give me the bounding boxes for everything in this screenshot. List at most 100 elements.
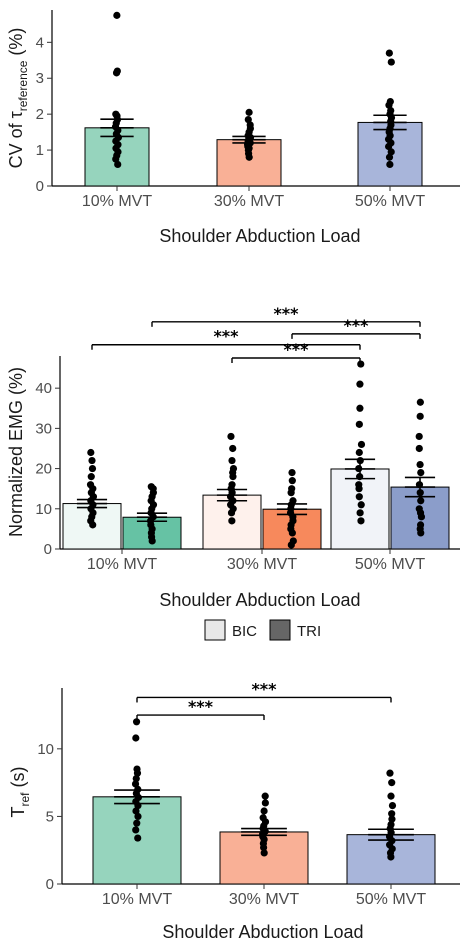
data-point	[357, 501, 365, 509]
data-point	[415, 505, 423, 513]
y-tick-label: 0	[44, 541, 52, 558]
data-point	[386, 97, 394, 106]
x-tick-label: 30% MVT	[227, 556, 297, 573]
significance-label: ***	[283, 340, 309, 359]
data-point	[356, 404, 364, 412]
data-point	[133, 819, 141, 827]
data-point	[356, 509, 364, 517]
data-point	[416, 460, 424, 469]
data-point	[113, 67, 121, 75]
data-point	[416, 412, 424, 420]
data-point	[147, 483, 155, 491]
x-tick-label: 30% MVT	[214, 193, 284, 210]
significance-label: ***	[273, 304, 299, 323]
y-axis-title: CV of τreference (%)	[6, 28, 30, 169]
data-point	[132, 826, 140, 834]
data-point	[229, 464, 238, 473]
data-point	[415, 444, 423, 453]
y-tick-label: 10	[37, 741, 54, 758]
data-point	[288, 469, 296, 477]
significance-label: ***	[251, 679, 277, 698]
data-point	[355, 493, 363, 501]
data-point	[357, 360, 365, 368]
x-axis-title: Shoulder Abduction Load	[159, 590, 360, 610]
data-point	[88, 464, 97, 473]
data-point	[87, 473, 95, 481]
data-point	[112, 110, 120, 118]
data-point	[355, 448, 363, 457]
y-axis-title: Tref (s)	[8, 766, 32, 817]
data-point	[131, 780, 140, 788]
data-point	[113, 11, 121, 19]
data-point	[388, 815, 396, 823]
data-point	[289, 537, 297, 545]
y-tick-label: 30	[35, 420, 52, 437]
data-point	[387, 820, 395, 829]
data-point	[227, 432, 235, 441]
data-point	[228, 481, 236, 489]
data-point	[387, 148, 395, 156]
data-point	[289, 497, 297, 505]
data-point	[386, 160, 394, 169]
x-axis-title: Shoulder Abduction Load	[162, 922, 363, 942]
data-point	[132, 734, 140, 742]
data-point	[357, 517, 365, 525]
data-point	[356, 380, 364, 388]
x-tick-label: 10% MVT	[102, 891, 172, 908]
y-tick-label: 40	[35, 380, 52, 397]
x-tick-label: 50% MVT	[356, 891, 426, 908]
data-point	[132, 718, 141, 726]
x-tick-label: 10% MVT	[82, 193, 152, 210]
data-point	[416, 398, 424, 406]
panel-t-ref: 0 5 10 10% MVT 30% MVT 50% MVT *** *** Shoulder …	[8, 679, 460, 942]
y-tick-label: 2	[36, 106, 44, 123]
data-point	[387, 792, 395, 800]
data-point	[229, 444, 237, 453]
y-tick-label: 5	[46, 808, 54, 825]
data-point	[244, 115, 252, 124]
data-point	[87, 448, 95, 457]
data-point	[261, 799, 269, 807]
y-tick-label: 0	[46, 876, 54, 893]
data-point	[259, 814, 267, 822]
data-point	[417, 497, 425, 505]
data-point	[228, 456, 236, 465]
data-point	[288, 485, 296, 493]
data-point	[416, 521, 425, 529]
bar	[330, 468, 390, 550]
data-point	[88, 456, 96, 465]
legend-swatch	[269, 619, 291, 641]
y-tick-label: 20	[35, 461, 52, 478]
legend-swatch	[204, 619, 226, 641]
x-tick-label: 50% MVT	[355, 556, 425, 573]
x-tick-label: 10% MVT	[87, 556, 157, 573]
data-point	[388, 802, 397, 810]
significance-label: ***	[343, 316, 369, 335]
data-point	[385, 49, 393, 57]
data-point	[260, 807, 268, 815]
y-axis-title: Normalized EMG (%)	[6, 367, 26, 537]
data-point	[388, 810, 396, 818]
significance-label: ***	[213, 327, 239, 346]
legend-label: BIC	[232, 623, 257, 640]
y-tick-label: 0	[36, 178, 44, 195]
data-point	[288, 477, 296, 485]
x-axis-title: Shoulder Abduction Load	[159, 226, 360, 246]
data-point	[355, 481, 363, 489]
panel-cv-tau-reference: 0 1 2 3 4 10% MVT 30% MVT 50% MVT Shoulder Abduc…	[6, 10, 460, 246]
data-point	[417, 469, 425, 477]
x-tick-label: 30% MVT	[229, 891, 299, 908]
panel-normalized-emg: 0 10 20 30 40 10% MVT 30% MVT 50% MVT *** *** *** *…	[6, 304, 460, 641]
data-point	[86, 481, 95, 489]
data-point	[387, 58, 395, 66]
data-point	[132, 807, 140, 815]
y-tick-label: 3	[36, 70, 44, 87]
legend: BIC TRI	[204, 619, 321, 641]
y-tick-label: 1	[36, 142, 44, 159]
data-point	[133, 765, 141, 773]
data-point	[228, 517, 236, 525]
data-point	[260, 849, 268, 857]
data-point	[386, 769, 394, 777]
x-tick-label: 50% MVT	[355, 193, 425, 210]
data-point	[261, 792, 269, 800]
